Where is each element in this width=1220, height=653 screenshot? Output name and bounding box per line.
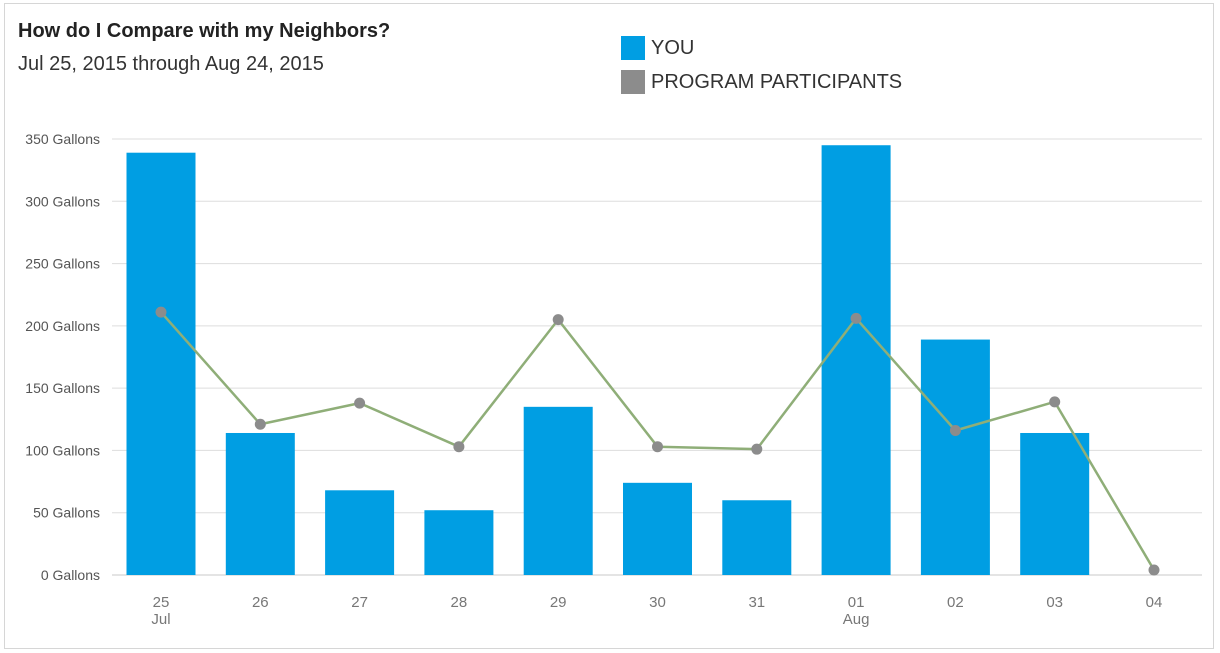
x-tick-label: 28 (451, 594, 468, 611)
x-tick-label: 01 (848, 594, 865, 611)
x-tick-label: 30 (649, 594, 666, 611)
legend-swatch-you (621, 36, 645, 60)
bar-you (920, 339, 990, 575)
y-tick-label: 0 Gallons (41, 567, 100, 583)
x-tick-label: 31 (748, 594, 765, 611)
chart-title: How do I Compare with my Neighbors? (18, 20, 391, 42)
point-program-participants (850, 312, 862, 324)
bar-you (225, 432, 295, 575)
legend-item-program-participants[interactable]: PROGRAM PARTICIPANTS (621, 65, 902, 99)
y-tick-label: 300 Gallons (25, 193, 100, 209)
bar-you (523, 406, 593, 575)
point-program-participants (453, 441, 465, 453)
bar-you (623, 482, 692, 575)
legend-item-you[interactable]: YOU (621, 31, 902, 65)
legend-swatch-program-participants (621, 70, 645, 94)
y-tick-label: 200 Gallons (25, 318, 100, 334)
point-program-participants (1148, 564, 1160, 576)
point-program-participants (552, 314, 564, 326)
bar-you (722, 500, 792, 575)
x-tick-label: 02 (947, 594, 964, 611)
x-tick-label: 27 (351, 594, 368, 611)
x-tick-sublabel: Aug (843, 611, 870, 628)
point-program-participants (751, 443, 763, 455)
legend: YOU PROGRAM PARTICIPANTS (621, 31, 902, 99)
x-tick-label: 03 (1046, 594, 1063, 611)
point-program-participants (1049, 396, 1061, 408)
point-program-participants (949, 424, 961, 436)
y-tick-label: 50 Gallons (33, 505, 100, 521)
bar-you (1020, 432, 1090, 575)
x-tick-label: 25 (153, 594, 170, 611)
legend-label-program-participants: PROGRAM PARTICIPANTS (651, 70, 903, 93)
point-program-participants (652, 441, 663, 453)
legend-label-you: YOU (651, 36, 695, 59)
bar-you (424, 510, 494, 575)
y-tick-label: 150 Gallons (25, 380, 100, 396)
chart-subtitle: Jul 25, 2015 through Aug 24, 2015 (18, 53, 324, 75)
y-tick-label: 100 Gallons (25, 442, 100, 458)
x-tick-sublabel: Jul (151, 611, 170, 628)
point-program-participants (155, 306, 167, 318)
y-tick-label: 250 Gallons (25, 256, 100, 272)
point-program-participants (254, 418, 266, 430)
x-tick-label: 26 (252, 594, 269, 611)
point-program-participants (354, 397, 366, 409)
x-tick-label: 29 (550, 594, 567, 611)
x-tick-label: 04 (1146, 594, 1163, 611)
bar-you (126, 152, 196, 575)
bar-you (821, 145, 891, 575)
bar-you (325, 490, 395, 575)
y-tick-label: 350 Gallons (25, 131, 100, 147)
